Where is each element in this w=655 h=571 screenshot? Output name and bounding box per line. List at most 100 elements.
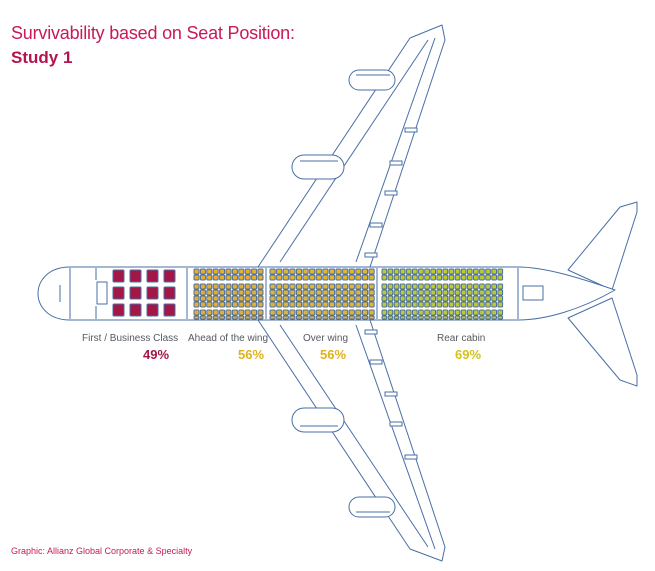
rear-cabin-seat bbox=[442, 268, 449, 275]
rear-cabin-seat bbox=[473, 309, 479, 316]
rear-cabin-seat bbox=[387, 301, 394, 308]
upper-outer-engine bbox=[348, 69, 396, 91]
ahead-wing-seat bbox=[206, 295, 213, 302]
over-wing-seat bbox=[309, 289, 316, 296]
over-wing-seat bbox=[295, 295, 303, 302]
rear-cabin-seat bbox=[405, 274, 412, 281]
rear-cabin-seat bbox=[460, 315, 467, 320]
over-wing-seat bbox=[302, 289, 309, 296]
ahead-wing-seat bbox=[231, 295, 238, 302]
rear-cabin-seat bbox=[381, 301, 388, 308]
over-wing-seat bbox=[361, 315, 369, 320]
over-wing-seat bbox=[342, 289, 349, 296]
rear-cabin-seat bbox=[393, 289, 400, 296]
over-wing-seat bbox=[289, 283, 296, 290]
rear-cabin-seat bbox=[393, 283, 400, 290]
wing-flap-tab bbox=[369, 222, 383, 228]
rear-cabin-seat bbox=[430, 289, 436, 296]
over-wing-seat bbox=[282, 289, 289, 296]
over-wing-seat bbox=[348, 309, 355, 316]
rear-cabin-seat bbox=[387, 295, 394, 302]
wing-flap-tab bbox=[389, 160, 403, 166]
rear-cabin-seat bbox=[491, 301, 497, 308]
rear-cabin-seat bbox=[448, 283, 455, 290]
over-wing-seat bbox=[309, 283, 316, 290]
rear-cabin-seat bbox=[399, 301, 406, 308]
rear-cabin-seat bbox=[460, 289, 467, 296]
rear-cabin-seat bbox=[460, 309, 467, 316]
over-wing-seat bbox=[315, 301, 322, 308]
rear-cabin-seat bbox=[418, 315, 424, 320]
ahead-wing-seat bbox=[212, 301, 219, 308]
over-wing-seat bbox=[282, 283, 289, 290]
rear-cabin-seat bbox=[479, 301, 485, 308]
wing-flap-tab bbox=[384, 391, 398, 397]
over-wing-seat bbox=[289, 295, 296, 302]
wing-flap-tab bbox=[389, 421, 403, 427]
over-wing-seat bbox=[302, 295, 309, 302]
ahead-wing-seat bbox=[244, 315, 251, 320]
rear-cabin-seat bbox=[387, 289, 394, 296]
rear-cabin-seat bbox=[387, 315, 394, 320]
over-wing-seat bbox=[276, 295, 283, 302]
over-wing-seat bbox=[355, 309, 362, 316]
upper-wing bbox=[257, 24, 446, 268]
rear-cabin-seat bbox=[442, 283, 449, 290]
rear-cabin-seat bbox=[479, 315, 485, 320]
over-wing-seat bbox=[322, 274, 329, 281]
ahead-wing-seat bbox=[212, 315, 219, 320]
first-business-seat bbox=[163, 269, 176, 283]
rear-cabin-seat bbox=[491, 283, 497, 290]
ahead-wing-seat bbox=[244, 274, 251, 281]
rear-cabin-seat bbox=[393, 268, 400, 275]
ahead-wing-seat bbox=[199, 315, 206, 320]
over-wing-seat bbox=[342, 295, 349, 302]
over-wing-seat bbox=[361, 295, 369, 302]
ahead-wing-seat bbox=[244, 301, 251, 308]
ahead-wing-seat bbox=[193, 295, 200, 302]
ahead-wing-seat bbox=[251, 283, 258, 290]
ahead-wing-seat bbox=[225, 289, 232, 296]
rear-cabin-seat bbox=[412, 289, 418, 296]
rear-cabin-seat bbox=[412, 274, 418, 281]
rear-cabin-seat bbox=[405, 301, 412, 308]
ahead-wing-seat bbox=[206, 309, 213, 316]
rear-cabin-seat bbox=[393, 295, 400, 302]
rear-cabin-seat bbox=[387, 274, 394, 281]
rear-cabin-seat bbox=[412, 268, 418, 275]
rear-cabin-seat bbox=[497, 289, 504, 296]
ahead-wing-seat bbox=[219, 301, 226, 308]
wing-flap-tab bbox=[404, 127, 418, 133]
rear-cabin-seat bbox=[479, 295, 485, 302]
over-wing-seat bbox=[361, 274, 369, 281]
ahead-wing-percent: 56% bbox=[238, 347, 265, 362]
ahead-wing-seat bbox=[238, 268, 245, 275]
lower-inner-engine bbox=[291, 407, 345, 433]
over-wing-seat bbox=[355, 315, 362, 320]
rear-cabin-seat bbox=[424, 309, 430, 316]
wing-flap-tab bbox=[364, 329, 378, 335]
ahead-wing-seat bbox=[238, 295, 245, 302]
rear-cabin-seat bbox=[454, 295, 461, 302]
rear-cabin-seat bbox=[442, 309, 449, 316]
ahead-wing-seat bbox=[244, 295, 251, 302]
ahead-wing-seat bbox=[244, 268, 251, 275]
ahead-wing-seat bbox=[251, 301, 258, 308]
rear-cabin-seat bbox=[418, 301, 424, 308]
rear-cabin-seat bbox=[491, 295, 497, 302]
ahead-wing-seat bbox=[199, 274, 206, 281]
ahead-wing-seat bbox=[238, 283, 245, 290]
ahead-wing-seat bbox=[231, 274, 238, 281]
rear-cabin-seat bbox=[393, 309, 400, 316]
ahead-wing-seat bbox=[193, 289, 200, 296]
ahead-wing-seat bbox=[199, 301, 206, 308]
over-wing-seat bbox=[302, 268, 309, 275]
rear-cabin-seat bbox=[399, 274, 406, 281]
rear-cabin-seat bbox=[460, 283, 467, 290]
ahead-wing-seat bbox=[238, 274, 245, 281]
first-business-seat bbox=[129, 286, 142, 300]
over-wing-seat bbox=[289, 315, 296, 320]
ahead-wing-seat bbox=[225, 309, 232, 316]
ahead-wing-seat bbox=[225, 274, 232, 281]
